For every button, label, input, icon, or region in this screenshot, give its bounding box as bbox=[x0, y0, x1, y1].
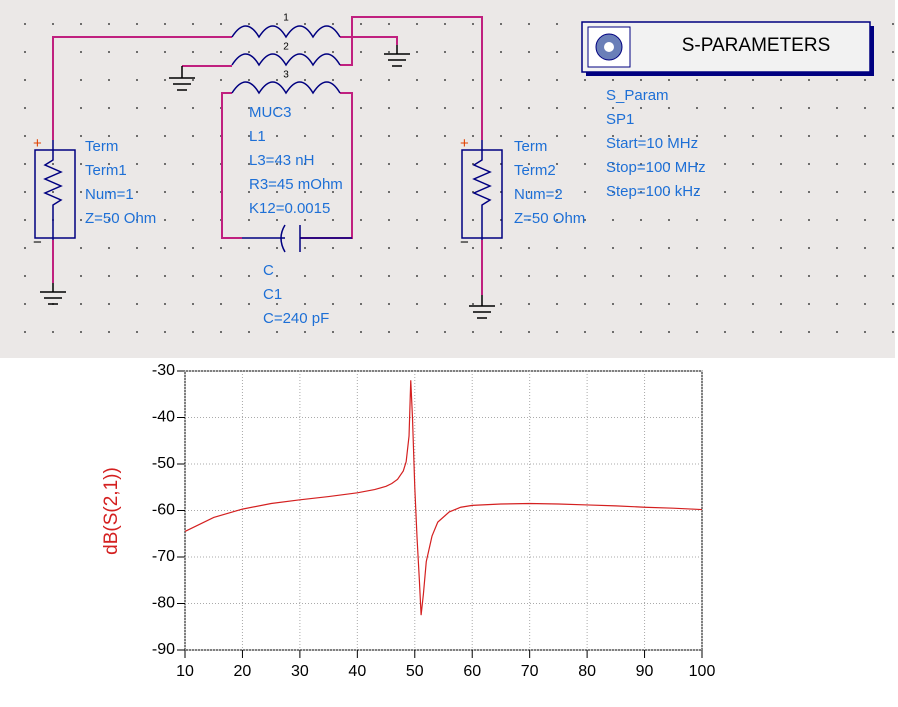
x-tick-label: 70 bbox=[521, 663, 539, 680]
sp-label: S_Param bbox=[606, 87, 669, 104]
muc-label: R3=45 mOhm bbox=[249, 176, 343, 193]
inductor-number: 1 bbox=[283, 13, 289, 24]
term-box bbox=[34, 149, 76, 239]
x-tick-label: 30 bbox=[291, 663, 309, 680]
pin-label: + bbox=[33, 135, 42, 152]
x-tick-label: 20 bbox=[234, 663, 252, 680]
term-label: Z=50 Ohm bbox=[85, 210, 156, 227]
term-label: Term2 bbox=[514, 162, 556, 179]
pin-label: + bbox=[460, 135, 469, 152]
term-label: Num=2 bbox=[514, 186, 563, 203]
x-tick-label: 40 bbox=[348, 663, 366, 680]
x-tick-label: 10 bbox=[176, 663, 194, 680]
data-line bbox=[184, 380, 703, 616]
resistor bbox=[43, 140, 63, 240]
muc-label: MUC3 bbox=[249, 104, 292, 121]
term-label: Term bbox=[85, 138, 118, 155]
capacitor-plate bbox=[280, 224, 286, 253]
y-axis-label: dB(S(2,1)) bbox=[101, 467, 122, 555]
wire bbox=[340, 36, 398, 45]
x-tick-label: 90 bbox=[636, 663, 654, 680]
y-tick-label: -30 bbox=[152, 362, 175, 379]
schematic: S-PARAMETERS 1 2 3 + − + − Term Term1 Nu… bbox=[0, 0, 895, 358]
sp-icon-hole bbox=[604, 42, 614, 52]
x-tick-label: 80 bbox=[578, 663, 596, 680]
inductor bbox=[231, 53, 341, 67]
y-tick-label: -60 bbox=[152, 502, 175, 519]
schematic-drawing: S-PARAMETERS 1 2 3 + − + − Term Term1 Nu… bbox=[33, 13, 874, 327]
x-tick-label: 50 bbox=[406, 663, 424, 680]
y-tick-label: -90 bbox=[152, 641, 175, 658]
sp-title: S-PARAMETERS bbox=[682, 35, 831, 56]
wire bbox=[52, 36, 232, 140]
ground bbox=[40, 283, 66, 305]
pin-label: − bbox=[33, 234, 42, 251]
ground bbox=[469, 295, 495, 319]
y-tick-label: -50 bbox=[152, 455, 175, 472]
cap-label: C=240 pF bbox=[263, 310, 329, 327]
sp-label: Step=100 kHz bbox=[606, 183, 701, 200]
muc-label: L1 bbox=[249, 128, 266, 145]
chart: dB(S(2,1)) -90 -80 -70 -60 -50 -40 -30 10 20 30 40… bbox=[101, 362, 716, 680]
x-tick-label: 100 bbox=[689, 663, 716, 680]
wire bbox=[221, 92, 242, 239]
resistor bbox=[472, 140, 492, 240]
term-label: Term bbox=[514, 138, 547, 155]
muc-label: K12=0.0015 bbox=[249, 200, 330, 217]
ground bbox=[169, 66, 195, 91]
y-tick-label: -70 bbox=[152, 548, 175, 565]
inductor-number: 3 bbox=[283, 70, 289, 81]
y-tick-label: -80 bbox=[152, 595, 175, 612]
inductor bbox=[231, 25, 341, 39]
pin-label: − bbox=[460, 234, 469, 251]
cap-label: C1 bbox=[263, 286, 282, 303]
sp-label: Start=10 MHz bbox=[606, 135, 698, 152]
inductor bbox=[231, 81, 341, 95]
sp-label: Stop=100 MHz bbox=[606, 159, 706, 176]
inductor-number: 2 bbox=[283, 42, 289, 53]
wire bbox=[340, 16, 483, 140]
term-label: Term1 bbox=[85, 162, 127, 179]
x-tick-label: 60 bbox=[463, 663, 481, 680]
cap-label: C bbox=[263, 262, 274, 279]
sp-label: SP1 bbox=[606, 111, 634, 128]
y-tick-label: -40 bbox=[152, 409, 175, 426]
ground bbox=[384, 45, 410, 67]
term-label: Z=50 Ohm bbox=[514, 210, 585, 227]
muc-label: L3=43 nH bbox=[249, 152, 314, 169]
term-label: Num=1 bbox=[85, 186, 134, 203]
